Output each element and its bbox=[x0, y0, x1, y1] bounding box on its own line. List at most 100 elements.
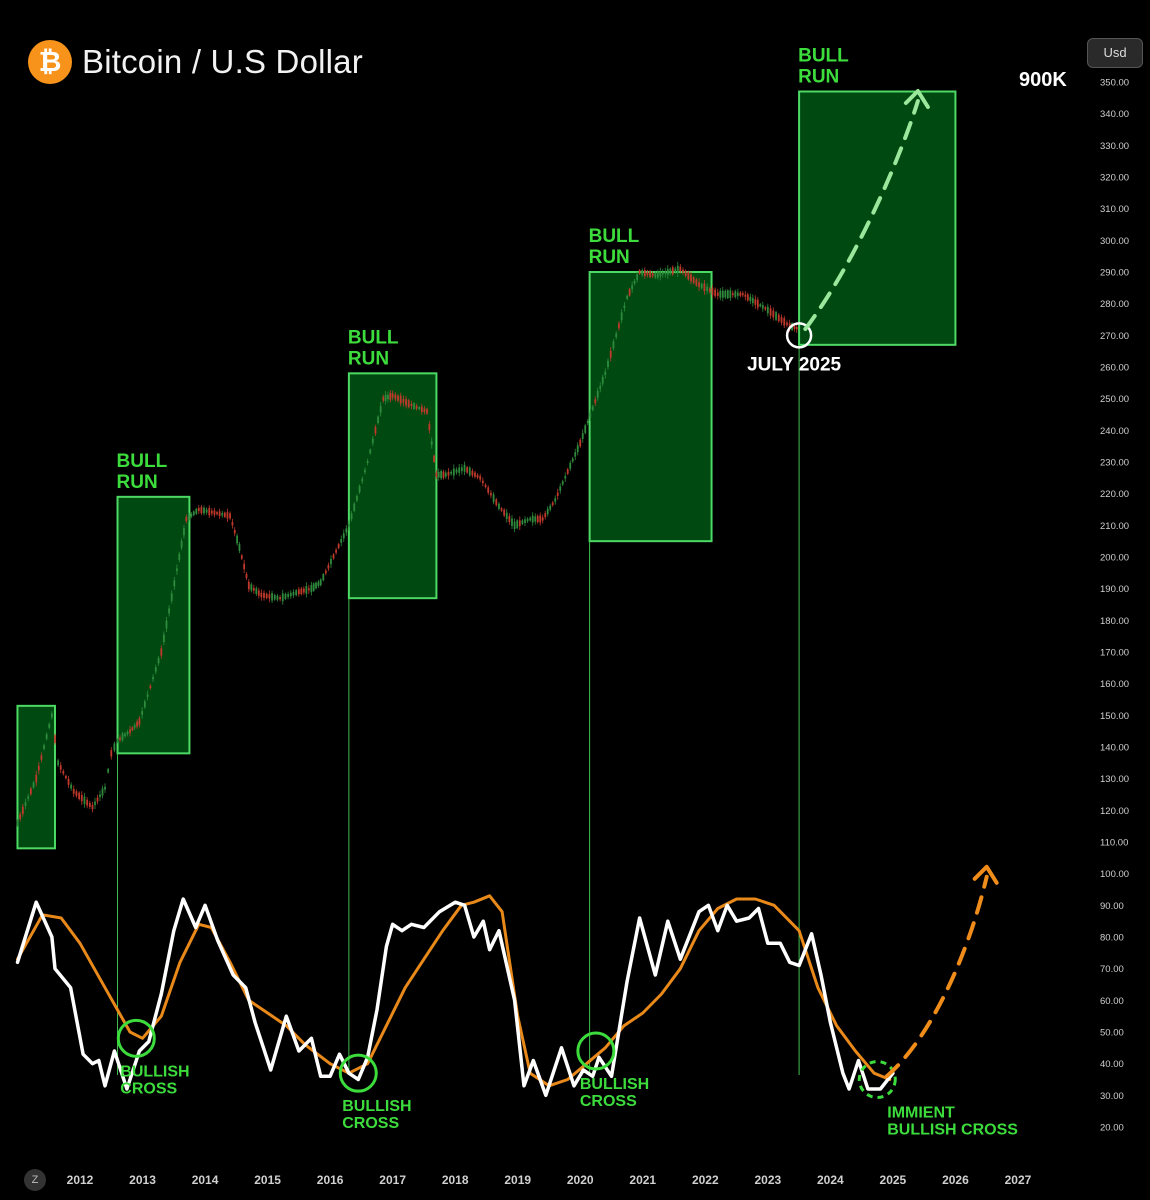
price-candle bbox=[65, 775, 67, 779]
price-candle bbox=[192, 511, 195, 516]
price-candle bbox=[75, 791, 78, 796]
price-candle bbox=[766, 306, 769, 314]
bull-run-label: BULL bbox=[589, 226, 640, 247]
y-axis-tick-label: 260.00 bbox=[1100, 363, 1129, 374]
timezone-button[interactable]: Z bbox=[24, 1169, 46, 1191]
price-candle bbox=[366, 461, 369, 464]
target-label: 900K bbox=[1019, 69, 1067, 91]
price-candle bbox=[749, 296, 752, 302]
price-candle bbox=[110, 750, 113, 757]
price-candle bbox=[21, 806, 24, 814]
price-candle bbox=[289, 592, 292, 597]
price-candle bbox=[221, 512, 224, 516]
price-candle bbox=[40, 755, 43, 760]
price-candle bbox=[556, 492, 559, 496]
price-candle bbox=[126, 731, 129, 735]
price-candle bbox=[96, 797, 99, 802]
price-candle bbox=[154, 667, 157, 672]
y-axis-tick-label: 300.00 bbox=[1100, 236, 1129, 247]
price-candle bbox=[141, 710, 144, 715]
price-candle bbox=[471, 470, 474, 476]
price-candle bbox=[452, 468, 455, 476]
bull-run-label: RUN bbox=[798, 67, 839, 88]
price-candle bbox=[795, 327, 798, 330]
price-candle bbox=[387, 394, 389, 400]
price-candle bbox=[136, 721, 138, 727]
price-candle bbox=[687, 271, 690, 280]
price-candle bbox=[263, 592, 265, 599]
price-candle bbox=[544, 513, 547, 518]
price-candle bbox=[223, 512, 226, 517]
price-candle bbox=[428, 424, 431, 431]
bullish-cross-label: BULLISH bbox=[342, 1098, 411, 1115]
price-candle bbox=[599, 385, 602, 389]
bullish-cross-circle bbox=[857, 1060, 897, 1100]
y-axis-tick-label: 110.00 bbox=[1100, 838, 1128, 849]
price-candle bbox=[656, 271, 659, 278]
price-candle bbox=[104, 786, 106, 790]
price-candle bbox=[213, 510, 216, 515]
price-candle bbox=[526, 518, 529, 522]
bull-run-box bbox=[347, 372, 438, 600]
currency-button[interactable]: Usd bbox=[1087, 38, 1143, 68]
y-axis-tick-label: 50.00 bbox=[1100, 1028, 1124, 1039]
price-candle bbox=[27, 796, 30, 799]
price-candle bbox=[724, 290, 727, 298]
price-candle bbox=[646, 271, 649, 276]
price-candle bbox=[284, 593, 287, 599]
price-candle bbox=[551, 502, 554, 506]
price-candle bbox=[576, 445, 579, 453]
y-axis-tick-label: 180.00 bbox=[1100, 616, 1129, 627]
price-candle bbox=[793, 325, 796, 329]
price-candle bbox=[433, 455, 435, 462]
x-axis-tick-label: 2021 bbox=[629, 1173, 656, 1187]
price-candle bbox=[185, 516, 188, 522]
y-axis-tick-label: 270.00 bbox=[1100, 331, 1129, 342]
bull-run-label: RUN bbox=[117, 472, 158, 493]
price-candle bbox=[99, 794, 101, 798]
price-candle bbox=[279, 597, 281, 600]
price-candle bbox=[754, 299, 757, 305]
bullish-cross-circle bbox=[576, 1031, 616, 1071]
bull-run-label: BULL bbox=[117, 451, 168, 472]
price-candle bbox=[287, 593, 290, 597]
price-candle bbox=[180, 540, 183, 548]
price-candle bbox=[276, 595, 279, 600]
price-candle bbox=[247, 581, 250, 590]
price-candle bbox=[423, 408, 426, 413]
price-candle bbox=[405, 399, 407, 406]
price-candle bbox=[32, 782, 35, 788]
price-candle bbox=[413, 403, 415, 410]
price-candle bbox=[345, 528, 348, 533]
price-candle bbox=[458, 467, 461, 473]
price-candle bbox=[654, 272, 657, 278]
symbol-title[interactable]: Bitcoin / U.S Dollar bbox=[82, 43, 363, 80]
price-candle bbox=[492, 494, 495, 503]
price-candle bbox=[601, 376, 604, 384]
oscillator-slow-line bbox=[16, 894, 892, 1088]
price-candle bbox=[91, 804, 94, 810]
price-candle bbox=[455, 469, 458, 473]
x-axis-tick-label: 2017 bbox=[379, 1173, 406, 1187]
price-candle bbox=[641, 270, 644, 276]
price-candle bbox=[305, 586, 308, 594]
price-candle bbox=[310, 585, 313, 593]
price-candle bbox=[48, 723, 51, 728]
x-axis-tick-label: 2019 bbox=[504, 1173, 531, 1187]
price-candle bbox=[440, 470, 443, 479]
price-candle bbox=[62, 770, 65, 774]
price-candle bbox=[780, 317, 783, 323]
price-candle bbox=[714, 289, 717, 297]
price-candle bbox=[638, 270, 641, 274]
price-candle bbox=[700, 283, 703, 289]
price-candle bbox=[761, 305, 764, 309]
y-axis-tick-label: 20.00 bbox=[1100, 1123, 1124, 1134]
price-candle bbox=[149, 685, 152, 689]
price-candle bbox=[35, 774, 38, 783]
price-candle bbox=[756, 299, 759, 308]
price-candle bbox=[250, 584, 253, 591]
y-axis-tick-label: 130.00 bbox=[1100, 774, 1129, 785]
price-candle bbox=[131, 727, 134, 731]
y-axis-tick-label: 120.00 bbox=[1100, 806, 1129, 817]
